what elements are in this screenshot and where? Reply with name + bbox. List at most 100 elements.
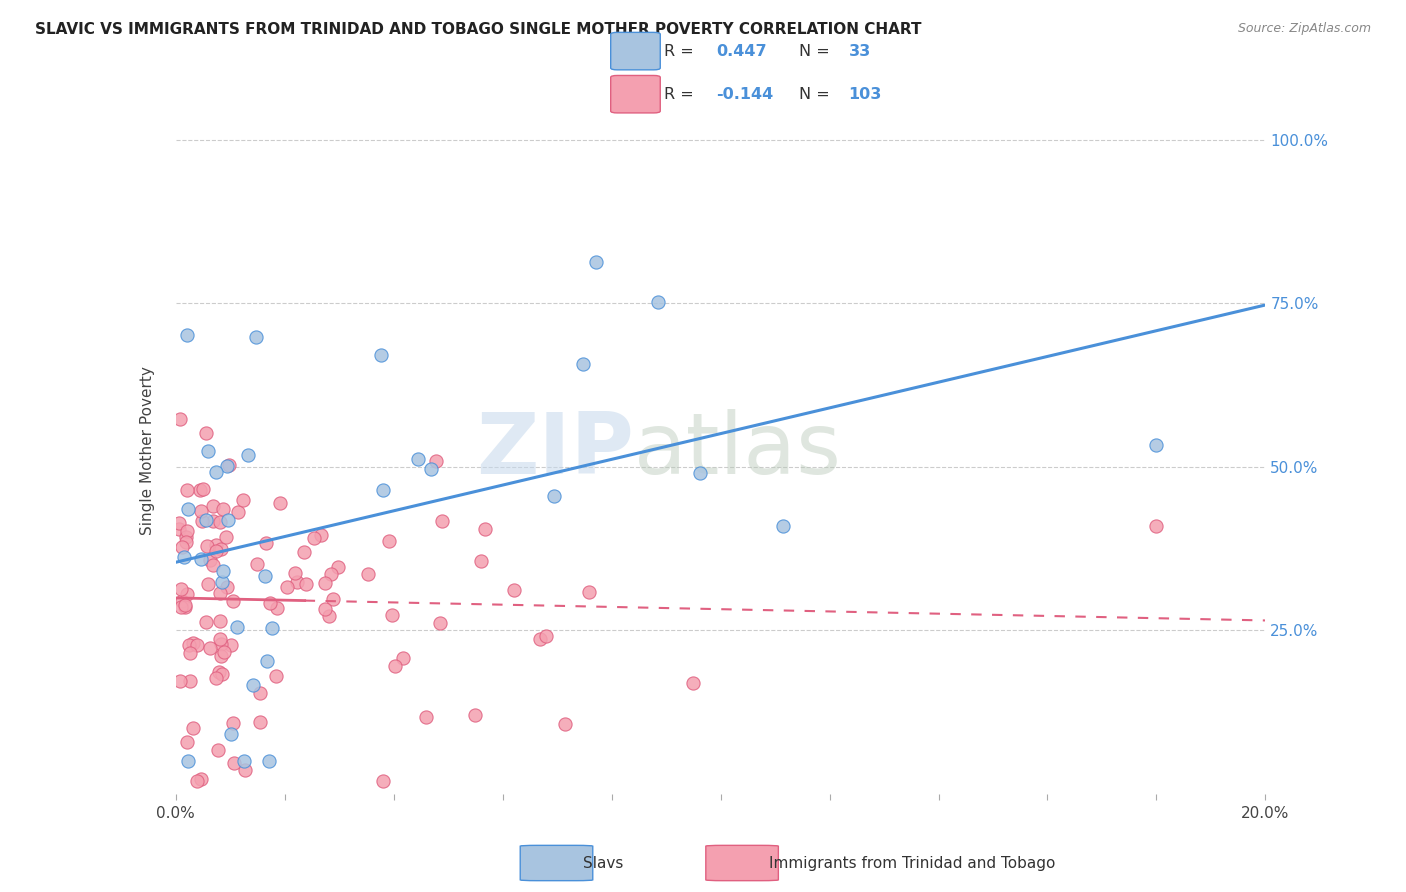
Point [209,515,232,529]
Point [647,295,669,310]
Point [174,530,197,544]
Point [578,585,600,599]
Point [572,357,595,371]
Text: atlas: atlas [633,409,841,492]
Text: SLAVIC VS IMMIGRANTS FROM TRINIDAD AND TOBAGO SINGLE MOTHER POVERTY CORRELATION : SLAVIC VS IMMIGRANTS FROM TRINIDAD AND T… [35,22,922,37]
Point [391,651,413,665]
Point [322,592,344,607]
Point [167,522,190,536]
Point [221,638,243,652]
Point [176,483,198,497]
Point [176,327,198,342]
Point [190,772,212,787]
Point [176,587,198,601]
Point [464,708,486,723]
Point [238,448,260,462]
Point [219,727,242,741]
Point [254,569,277,583]
Point [381,607,404,622]
Point [233,763,256,777]
Point [222,715,245,730]
Text: ZIP: ZIP [475,409,633,492]
Point [318,608,340,623]
Point [186,773,208,788]
Point [190,504,212,518]
Point [309,528,332,542]
Point [209,637,232,651]
Point [217,580,239,594]
Point [170,593,193,607]
Point [276,580,298,594]
Point [371,483,394,497]
Point [245,329,267,343]
Point [534,629,557,643]
Point [170,600,193,615]
Text: 0.447: 0.447 [717,44,768,59]
Point [222,594,245,608]
Point [266,601,288,615]
Point [195,539,218,553]
Point [415,710,437,724]
Point [217,459,239,474]
Point [357,566,380,581]
Text: R =: R = [664,44,699,59]
Point [304,531,326,545]
Point [432,514,454,528]
Point [197,443,219,458]
Point [211,574,233,589]
Point [256,654,278,668]
Point [209,648,232,663]
Point [188,483,211,498]
Point [174,534,197,549]
Text: 33: 33 [849,44,870,59]
FancyBboxPatch shape [610,76,661,113]
Point [181,636,204,650]
Text: -0.144: -0.144 [717,87,773,102]
Point [233,754,256,768]
Point [249,686,271,700]
Point [191,514,214,528]
Point [772,519,794,533]
Point [198,553,221,567]
Point [314,601,336,615]
Point [295,576,318,591]
Point [209,542,232,557]
Point [181,721,204,735]
FancyBboxPatch shape [610,32,661,70]
Point [242,678,264,692]
Point [429,615,451,630]
Point [259,596,281,610]
Point [406,452,429,467]
Point [174,599,197,614]
Point [186,638,208,652]
Point [502,582,524,597]
Point [209,586,232,600]
Text: 103: 103 [849,87,882,102]
Point [201,514,224,528]
Point [207,743,229,757]
Point [205,465,228,479]
Point [554,716,576,731]
Point [179,646,201,660]
Point [167,516,190,531]
Point [170,582,193,597]
Point [585,254,607,268]
Point [195,514,218,528]
Point [214,530,236,544]
Point [292,545,315,559]
Point [314,575,336,590]
FancyBboxPatch shape [520,846,593,880]
Point [195,615,218,629]
Point [226,505,249,519]
Point [191,482,214,496]
Text: N =: N = [799,87,835,102]
Point [176,735,198,749]
Point [377,533,399,548]
Point [284,566,307,580]
Point [204,671,226,685]
Point [190,551,212,566]
Point [529,632,551,646]
Point [205,538,228,552]
Point [1144,438,1167,452]
Point [425,454,447,468]
